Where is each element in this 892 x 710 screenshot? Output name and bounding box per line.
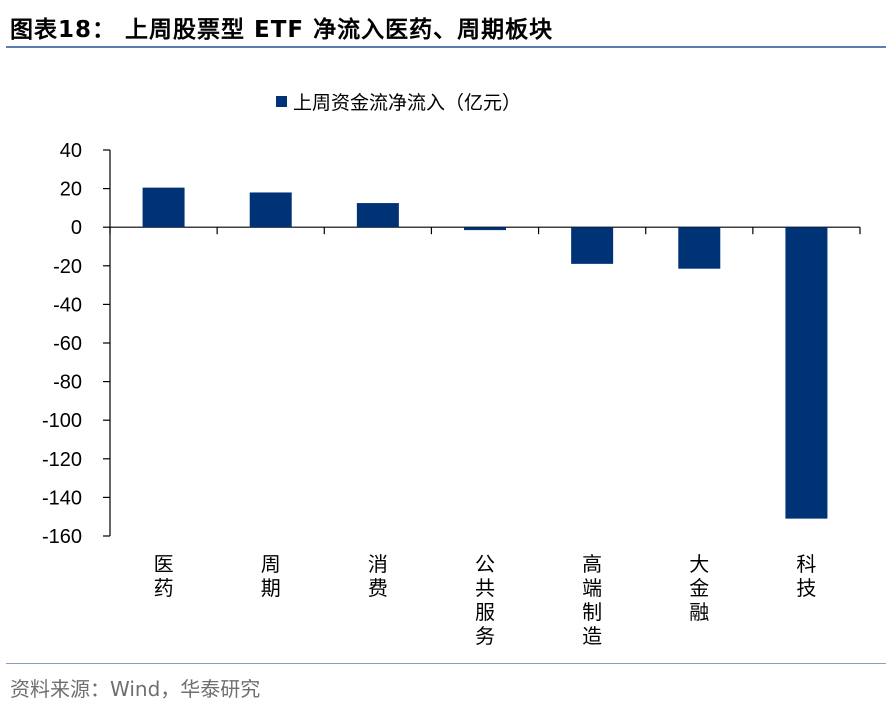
y-tick-label: 40 [60, 140, 82, 162]
source-note: 资料来源：Wind，华泰研究 [10, 677, 261, 701]
category-labels: 医药 周期 消费 公共服务 高端制造 大金融 科技 [154, 552, 817, 648]
legend-swatch [276, 96, 287, 107]
bar [356, 203, 399, 228]
x-tick-label: 周期 [261, 552, 281, 600]
bar [464, 227, 506, 231]
x-tick-label: 大金融 [689, 552, 709, 624]
x-tick-label: 科技 [796, 552, 816, 600]
y-axis: 40 20 0 -20 -40 -60 -80 -100 -120 -140 -160 [42, 140, 111, 548]
y-tick-label: -40 [53, 294, 82, 316]
y-tick-label: -60 [53, 333, 82, 355]
bar-chart: 上周资金流净流入（亿元） 40 20 0 -20 -40 -60 -80 -100 -120 -1… [42, 92, 861, 648]
x-tick-label: 消费 [368, 552, 388, 600]
legend-label: 上周资金流净流入（亿元） [293, 92, 521, 114]
x-tick-label: 高端制造 [582, 552, 602, 648]
title-divider [6, 46, 886, 48]
y-tick-label: 20 [60, 179, 82, 201]
y-tick-label: 0 [71, 217, 82, 239]
bar-series [142, 187, 828, 519]
bar [571, 227, 614, 264]
y-tick-label: -100 [42, 410, 82, 432]
chart-legend: 上周资金流净流入（亿元） [276, 92, 521, 114]
x-tick-label: 公共服务 [475, 552, 495, 648]
y-tick-label: -80 [53, 372, 82, 394]
y-tick-label: -160 [42, 526, 82, 548]
x-tick-label: 医药 [154, 552, 174, 600]
y-tick-label: -120 [42, 449, 82, 471]
bar [142, 187, 185, 228]
bar [678, 227, 721, 269]
footer-divider [6, 663, 886, 664]
bar [249, 192, 292, 228]
y-tick-label: -20 [53, 256, 82, 278]
y-tick-label: -140 [42, 487, 82, 509]
bar [785, 227, 828, 519]
figure-title: 图表18： 上周股票型 ETF 净流入医药、周期板块 [10, 17, 554, 43]
